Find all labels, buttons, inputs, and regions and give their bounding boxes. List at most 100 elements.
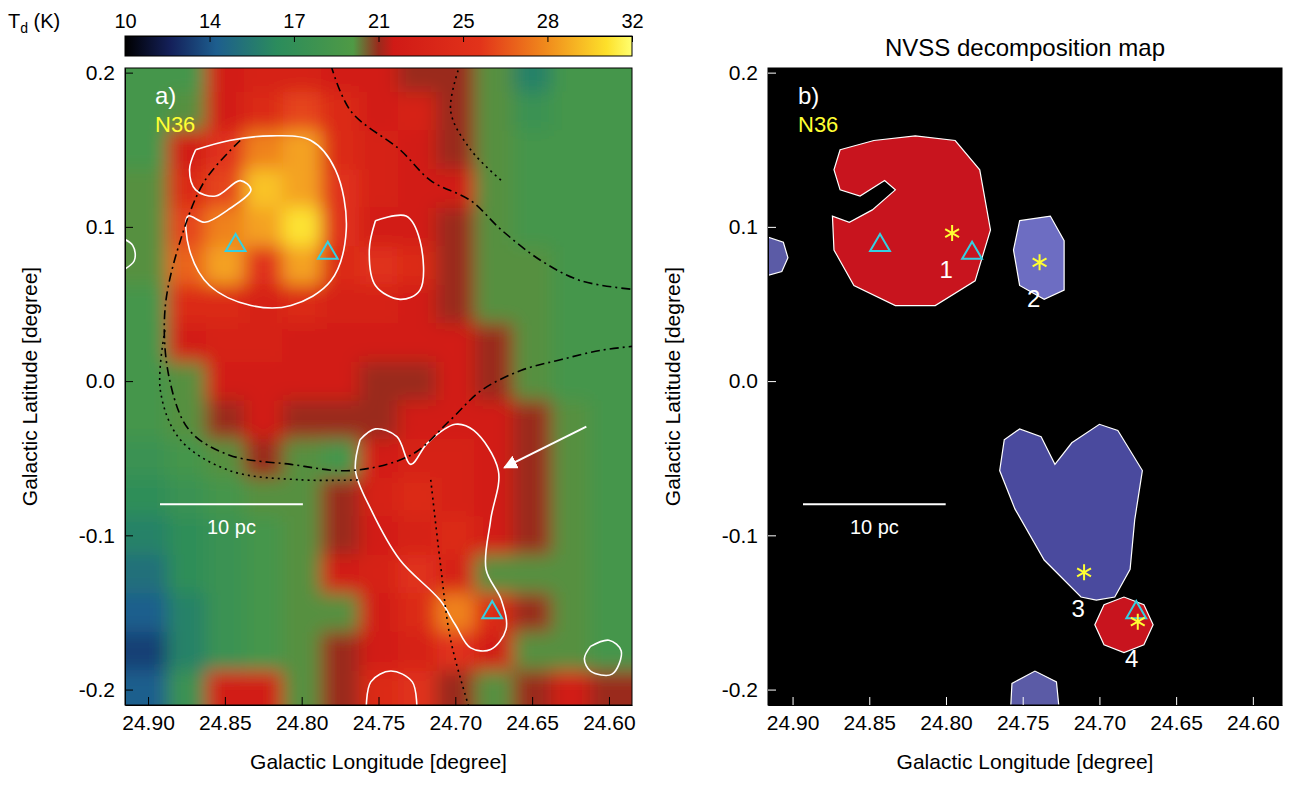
heat-cell — [436, 246, 475, 285]
colorbar-tick-label: 10 — [114, 10, 136, 32]
heat-cell — [513, 92, 552, 131]
heat-cell — [359, 362, 398, 401]
heat-cell — [590, 208, 632, 247]
y-tick: -0.1 — [722, 524, 776, 547]
heat-cell — [436, 555, 475, 594]
heat-cell — [244, 632, 283, 671]
x-tick: 24.80 — [276, 697, 329, 734]
heat-cell — [590, 130, 632, 169]
heat-cell — [167, 516, 206, 555]
colorbar-tick: 32 — [621, 10, 643, 42]
heat-cell — [590, 246, 632, 285]
heat-cell — [475, 516, 514, 555]
x-axis-line — [126, 705, 633, 706]
scale-bar-label: 10 pc — [850, 516, 899, 538]
contours — [125, 68, 632, 705]
heat-cell — [475, 323, 514, 362]
region — [768, 236, 788, 276]
sources — [870, 234, 1146, 618]
heat-cell — [436, 362, 475, 401]
heat-cell — [590, 400, 632, 439]
x-tick: 24.65 — [1150, 697, 1203, 734]
heat-cell — [167, 323, 206, 362]
heat-cell — [513, 439, 552, 478]
region — [1000, 424, 1143, 600]
y-tick-mark — [768, 381, 776, 382]
y-tick-label: 0.0 — [729, 369, 758, 392]
heat-cell — [244, 68, 283, 93]
heat-cell — [436, 516, 475, 555]
heat-cell — [590, 285, 632, 324]
heat-cell — [398, 285, 437, 324]
heat-cell — [551, 68, 590, 93]
heat-cell — [513, 400, 552, 439]
x-tick: 24.75 — [353, 697, 406, 734]
title: NVSS decomposition map — [885, 34, 1165, 61]
heat-cell — [359, 169, 398, 208]
peak-marker — [1033, 254, 1047, 270]
y-tick: 0.1 — [729, 215, 776, 238]
scale-bar — [160, 503, 303, 505]
heat-cell — [475, 555, 514, 594]
plot-area — [125, 68, 632, 705]
y-tick: -0.2 — [722, 678, 776, 701]
y-tick: -0.1 — [79, 524, 133, 547]
y-tick-label: 0.1 — [729, 215, 758, 238]
heat-cell — [206, 555, 245, 594]
heat-cell — [590, 439, 632, 478]
heat-cell — [321, 593, 360, 632]
heat-cell — [321, 169, 360, 208]
heat-cell — [398, 68, 437, 93]
heat-cell — [282, 323, 321, 362]
heat-cell — [513, 208, 552, 247]
x-tick-label: 24.60 — [583, 711, 636, 734]
heat-cell — [398, 208, 437, 247]
heat-cell — [513, 670, 552, 705]
colorbar-tick-mark — [294, 36, 295, 42]
x-tick-mark — [793, 697, 794, 705]
heat-cell — [321, 516, 360, 555]
heat-cell — [590, 555, 632, 594]
heat-cell — [321, 285, 360, 324]
heat-cell — [590, 362, 632, 401]
heat-cell — [125, 478, 168, 517]
y-tick-label: 0.2 — [86, 61, 115, 84]
plot-area — [768, 136, 1153, 705]
heat-cell — [282, 555, 321, 594]
heat-cell — [244, 670, 283, 705]
sources — [226, 234, 502, 618]
x-tick-mark — [946, 697, 947, 705]
colorbar-bar — [125, 36, 632, 56]
colorbar-axis: 10141721252832 — [114, 10, 643, 42]
heat-cell — [551, 555, 590, 594]
x-tick-label: 24.85 — [199, 711, 252, 734]
heat-cell — [321, 670, 360, 705]
peaks — [945, 225, 1145, 630]
x-tick-label: 24.70 — [430, 711, 483, 734]
y-tick-label: 0.2 — [729, 61, 758, 84]
y-tick-mark — [768, 535, 776, 536]
peak-marker — [1077, 564, 1091, 580]
y-axis-title: Galactic Latitude [degree] — [661, 267, 684, 506]
heat-cell — [282, 478, 321, 517]
y-tick-label: -0.1 — [722, 524, 758, 547]
y-tick-label: 0.0 — [86, 369, 115, 392]
x-tick-mark — [302, 697, 303, 705]
colorbar-tick: 10 — [114, 10, 136, 42]
heat-cell — [359, 323, 398, 362]
heat-cell — [321, 632, 360, 671]
heat-cell — [551, 362, 590, 401]
heat-cell — [436, 208, 475, 247]
heat-cell — [167, 362, 206, 401]
region-label: 3 — [1071, 595, 1084, 622]
y-tick-label: -0.2 — [79, 678, 115, 701]
x-tick-mark — [225, 697, 226, 705]
heat-cell — [359, 208, 398, 247]
x-tick: 24.70 — [1074, 697, 1127, 734]
heat-cell — [282, 362, 321, 401]
x-tick-label: 24.80 — [920, 711, 973, 734]
heat-cell — [398, 555, 437, 594]
y-tick-label: -0.1 — [79, 524, 115, 547]
colorbar-tick-label: 14 — [199, 10, 221, 32]
heat-cell — [590, 516, 632, 555]
